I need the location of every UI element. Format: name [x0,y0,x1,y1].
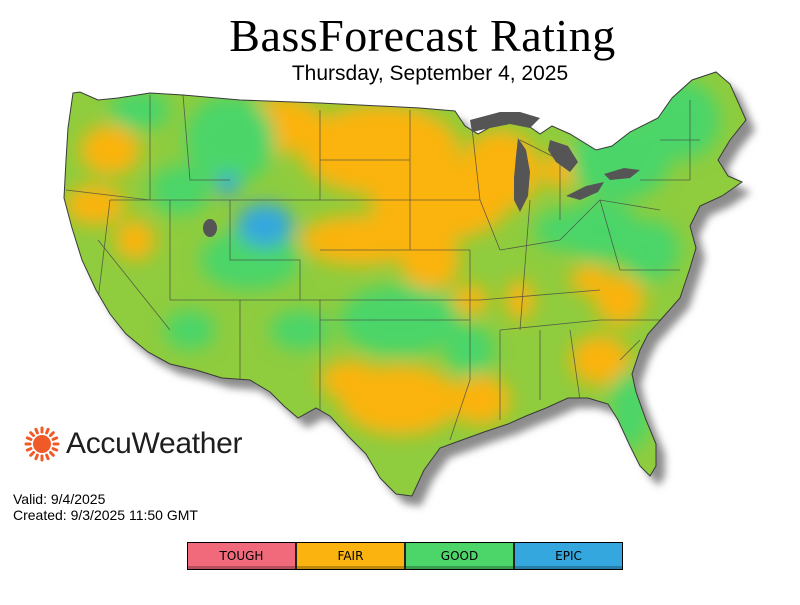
legend-fair: FAIR [297,543,406,569]
lake-michigan [514,138,530,212]
valid-date: Valid: 9/4/2025 [13,491,106,507]
brand-name: AccuWeather [66,427,243,460]
lake-ontario [604,168,640,180]
map-date: Thursday, September 4, 2025 [291,62,569,85]
legend-good: GOOD [406,543,515,569]
valid-info: Valid: 9/4/2025 Created: 9/3/2025 11:50 … [13,491,198,523]
map-title: BassForecast Rating [229,10,616,61]
legend-tough: TOUGH [188,543,297,569]
great-salt-lake [203,219,217,237]
state-borders [65,94,700,441]
lake-superior [470,112,540,132]
lake-huron [548,140,578,172]
rating-legend: TOUGH FAIR GOOD EPIC [187,542,623,570]
legend-epic: EPIC [515,543,622,569]
lake-erie [566,182,604,200]
created-date: Created: 9/3/2025 11:50 GMT [13,507,198,523]
great-lakes [203,112,640,237]
brand-logo: AccuWeather [24,424,243,464]
sun-icon [24,426,60,462]
